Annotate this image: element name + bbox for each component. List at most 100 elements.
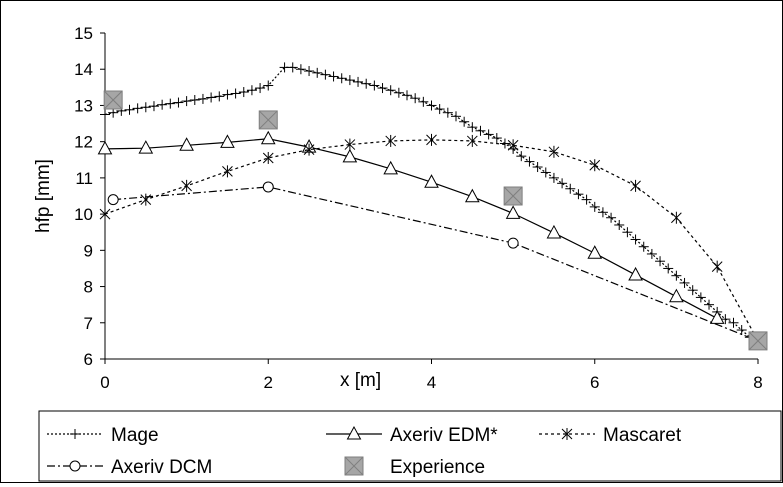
data-point-mage [361,78,372,89]
y-tick-label: 6 [84,350,93,369]
data-point-mascaret [630,179,641,192]
data-point-mage [475,125,486,136]
data-point-mage [704,299,715,310]
data-point-mage [393,87,404,98]
data-point-mage [540,167,551,178]
data-point-mage [728,317,739,328]
data-point-mascaret [426,133,437,146]
series-line-axeriv-dcm [113,186,759,342]
data-point-mage [304,66,315,77]
data-point-mascaret [262,151,274,164]
y-tick-label: 15 [74,24,93,43]
y-tick-label: 11 [75,169,93,188]
data-point-mascaret [344,138,356,151]
data-point-mage [263,80,274,91]
data-point-mascaret [589,159,601,172]
legend-label: Mascaret [603,425,682,446]
data-point-mage [459,116,470,127]
legend: Mage Axeriv EDM* Mascaret Axeriv DCM Experie… [38,410,782,482]
data-point-mage [589,201,600,212]
series-layer [97,62,768,351]
data-point-mage [671,270,682,281]
data-point-mage [312,67,323,78]
data-point-mage [442,107,453,118]
data-point-mascaret [99,208,111,221]
data-point-mage [573,189,584,200]
data-point-axeriv-edm [260,130,276,145]
x-tick-label: 6 [590,373,599,392]
y-tick-label: 7 [84,314,93,333]
data-point-mascaret [711,260,723,273]
axes: 6 7 8 9 10 11 12 13 14 15 0 2 4 6 8 [74,24,763,392]
data-point-mage [189,95,200,106]
data-point-mascaret [303,143,315,156]
data-point-mage [695,292,706,303]
y-tick-label: 13 [74,96,93,115]
data-point-axeriv-dcm [507,237,519,249]
data-point-mage [148,101,159,112]
data-point-mage [499,138,510,149]
data-point-mascaret [140,193,152,206]
data-point-axeriv-edm [220,134,235,148]
legend-marker [69,460,81,472]
y-tick-label: 9 [84,241,93,260]
data-point-mage [173,97,184,108]
data-point-axeriv-edm [97,140,113,155]
data-point-mage [410,93,421,104]
data-point-mage [557,178,568,189]
data-point-mage [597,207,608,218]
data-point-mage [206,92,217,103]
y-tick-label: 8 [84,278,93,297]
data-point-mascaret [385,134,397,147]
y-tick-label: 12 [74,133,93,152]
data-point-axeriv-edm [179,137,194,151]
data-point-axeriv-dcm [262,181,274,193]
y-tick-label: 10 [74,205,93,224]
series-line-axeriv-edm [104,138,718,319]
data-point-mage [426,100,437,111]
x-axis-label: x [m] [340,370,381,391]
series-line-mascaret [104,139,759,342]
data-point-mage [295,64,306,75]
data-point-mascaret [548,145,560,158]
data-point-mage [532,162,543,173]
data-point-mascaret [507,139,519,152]
legend-label: Mage [111,425,159,446]
data-point-mage [622,227,633,238]
data-point-mage [124,104,135,115]
data-point-axeriv-edm [546,224,562,239]
data-point-mage [483,129,494,140]
data-point-experience [503,186,523,206]
data-point-mascaret [466,134,478,147]
y-axis-label: hfp [mm] [33,159,54,233]
data-point-experience [748,331,768,351]
data-point-mascaret [671,211,682,224]
data-point-mage [491,133,502,144]
data-point-mage [516,151,527,162]
legend-marker [344,456,364,476]
legend-marker [346,425,362,440]
data-point-mage [646,248,657,259]
legend-item-mage: Mage [47,425,159,446]
data-point-mage [565,183,576,194]
data-point-mage [197,93,208,104]
data-point-mage [614,219,625,230]
legend-box [38,410,782,482]
legend-label: Axeriv EDM* [390,425,498,446]
data-point-mage [336,73,347,84]
data-point-axeriv-edm [587,245,603,259]
data-point-mage [222,89,233,100]
data-point-mage [238,87,249,98]
data-point-mage [630,234,641,245]
legend-item-mascaret: Mascaret [539,425,682,446]
data-point-mage [720,314,731,325]
data-point-axeriv-edm [383,160,399,175]
series-experience [103,90,768,351]
data-point-mage [663,263,674,274]
legend-item-axeriv-edm: Axeriv EDM* [326,425,498,446]
data-point-axeriv-edm [628,266,643,281]
data-point-axeriv-edm [342,148,358,163]
data-point-mage [524,156,535,167]
